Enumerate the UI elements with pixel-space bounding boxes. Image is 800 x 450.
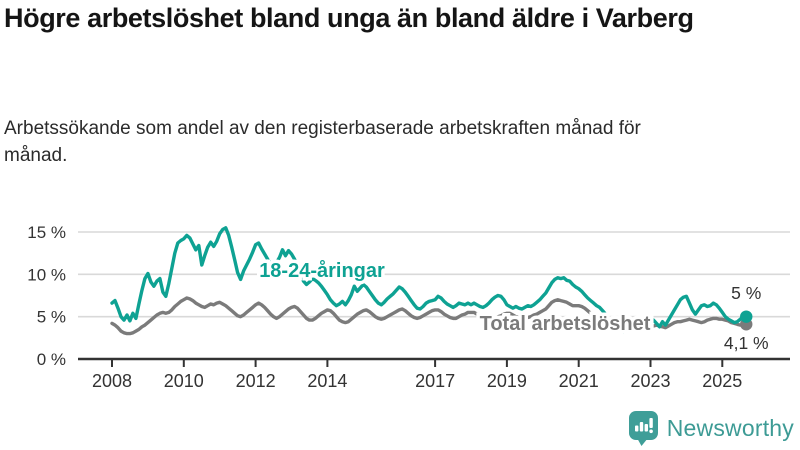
x-axis-tick-label: 2008	[92, 371, 132, 391]
page-title: Högre arbetslöshet bland unga än bland ä…	[4, 3, 694, 33]
x-axis-tick-label: 2019	[487, 371, 527, 391]
series-end-dot	[740, 310, 753, 323]
y-axis-tick-label: 5 %	[37, 308, 66, 327]
series-line-total	[110, 296, 745, 336]
y-axis-tick-label: 0 %	[37, 350, 66, 369]
x-axis-tick-label: 2012	[236, 371, 276, 391]
series-end-value-label: 5 %	[731, 283, 761, 303]
x-axis-tick-label: 2023	[630, 371, 670, 391]
y-axis-tick-label: 10 %	[27, 265, 66, 284]
series-line-youth	[110, 226, 745, 334]
x-axis-tick-label: 2021	[559, 371, 599, 391]
series-end-value-label: 4,1 %	[724, 333, 769, 353]
series-label: 18-24-åringar	[259, 259, 385, 282]
y-axis-tick-label: 15 %	[27, 223, 66, 242]
x-axis-tick-label: 2014	[307, 371, 347, 391]
x-axis-tick-label: 2010	[164, 371, 204, 391]
newsworthy-logo-text: Newsworthy	[666, 414, 794, 441]
x-axis-tick-label: 2017	[415, 371, 455, 391]
newsworthy-logo[interactable]: Newsworthy	[628, 410, 794, 446]
series-label: Total arbetslöshet	[480, 313, 651, 335]
line-chart: 0 % 5 % 10 % 15 % 2008 2010 2012 2014 2017 2019 20…	[27, 223, 790, 391]
x-axis-tick-label: 2025	[702, 371, 742, 391]
newsworthy-logo-icon	[628, 411, 658, 446]
chart-subtitle: Arbetssökande som andel av den registerb…	[4, 118, 641, 166]
